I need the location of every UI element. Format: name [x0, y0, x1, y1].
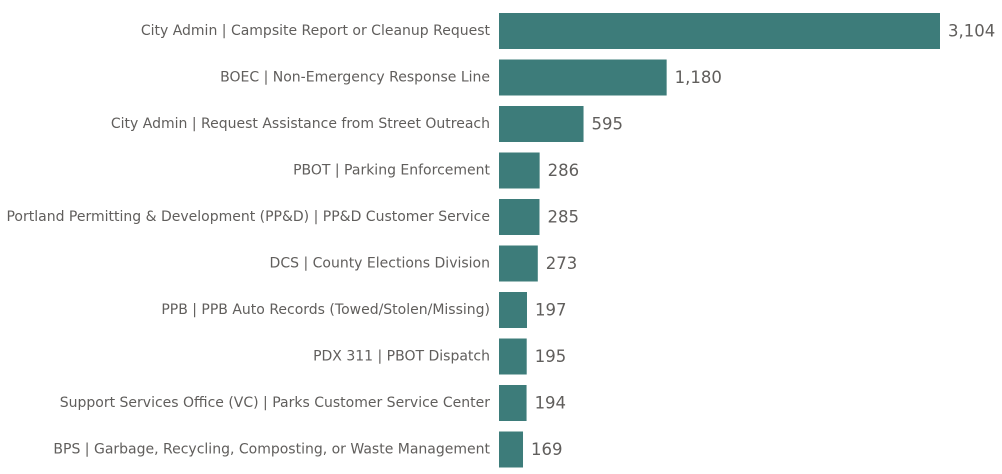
category-label: City Admin | Request Assistance from Str… — [111, 116, 490, 132]
data-label: 1,180 — [675, 68, 722, 87]
bar[interactable] — [499, 152, 540, 189]
category-label: PDX 311 | PBOT Dispatch — [313, 349, 490, 365]
bar[interactable] — [499, 338, 527, 375]
data-label: 273 — [546, 254, 578, 273]
value-labels: 3,104 1,180 595 286 285 273 197 195 194 169 — [531, 22, 995, 460]
category-label: Support Services Office (VC) | Parks Cus… — [60, 395, 490, 411]
category-label: City Admin | Campsite Report or Cleanup … — [141, 23, 491, 39]
bar[interactable] — [499, 245, 538, 282]
category-labels: City Admin | Campsite Report or Cleanup … — [6, 23, 490, 458]
data-label: 195 — [535, 347, 567, 366]
data-label: 197 — [535, 301, 567, 320]
data-label: 194 — [535, 394, 567, 413]
category-label: DCS | County Elections Division — [270, 256, 490, 272]
bar[interactable] — [499, 13, 940, 49]
category-label: PBOT | Parking Enforcement — [293, 163, 490, 179]
data-label: 595 — [592, 115, 624, 134]
bars — [499, 13, 940, 468]
bar[interactable] — [499, 106, 584, 142]
data-label: 169 — [531, 440, 563, 459]
data-label: 3,104 — [948, 22, 995, 41]
bar[interactable] — [499, 199, 540, 235]
bar[interactable] — [499, 292, 527, 328]
category-label: PPB | PPB Auto Records (Towed/Stolen/Mis… — [161, 302, 490, 318]
category-label: Portland Permitting & Development (PP&D)… — [6, 209, 490, 225]
bar[interactable] — [499, 59, 667, 96]
bar[interactable] — [499, 385, 527, 421]
data-label: 286 — [548, 161, 580, 180]
category-label: BPS | Garbage, Recycling, Composting, or… — [53, 442, 490, 458]
category-label: BOEC | Non-Emergency Response Line — [220, 70, 490, 86]
data-label: 285 — [547, 208, 579, 227]
bar[interactable] — [499, 431, 524, 468]
